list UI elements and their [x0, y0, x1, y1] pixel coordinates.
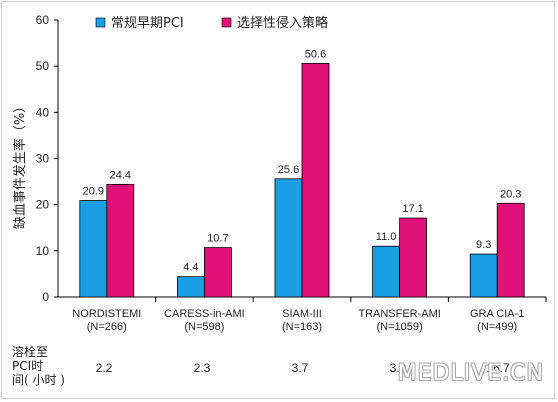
- data-label: 11.0: [376, 231, 397, 243]
- y-tick-label: 10: [36, 244, 50, 258]
- time-row-label-line: 溶栓至: [12, 345, 49, 359]
- y-tick-label: 20: [36, 198, 50, 212]
- x-tick-label: SIAM-III: [282, 308, 322, 320]
- x-tick-label: (N=598): [184, 321, 224, 333]
- x-tick-label: (N=266): [87, 321, 127, 333]
- x-tick-label: TRANSFER-AMI: [358, 308, 441, 320]
- data-label: 10.7: [207, 233, 228, 245]
- data-label: 25.6: [278, 164, 299, 176]
- bar: [176, 276, 205, 298]
- time-value: 2.3: [193, 361, 211, 375]
- data-label: 20.3: [500, 188, 521, 200]
- bar: [496, 202, 525, 298]
- x-tick-label: NORDISTEMI: [72, 308, 141, 320]
- x-tick-label: GRA CIA-1: [470, 308, 524, 320]
- data-label: 4.4: [183, 262, 198, 274]
- data-label: 20.9: [83, 186, 104, 198]
- x-tick-label: CARESS-in-AMI: [164, 308, 245, 320]
- bar: [106, 183, 135, 298]
- bar: [203, 247, 232, 298]
- bar: [301, 62, 330, 298]
- watermark: MEDLIVE.CN: [397, 361, 544, 386]
- time-row-label: 溶栓至 PCI时 间( 小时 ): [12, 345, 72, 387]
- time-row-label-line: PCI时: [12, 359, 44, 373]
- data-label: 17.1: [402, 203, 423, 215]
- bar: [274, 178, 303, 298]
- time-value: 3.9: [389, 361, 407, 375]
- y-tick-label: 40: [36, 105, 50, 119]
- data-label: 9.3: [476, 239, 491, 251]
- time-value: 3.7: [291, 361, 309, 375]
- bar: [469, 253, 498, 298]
- y-tick-label: 50: [36, 59, 50, 73]
- time-value: 2.2: [95, 361, 113, 375]
- data-label: 24.4: [110, 169, 131, 181]
- x-tick-label: (N=1059): [377, 321, 423, 333]
- legend-label: 选择性侵入策略: [237, 15, 328, 31]
- data-label: 50.6: [305, 48, 326, 60]
- x-tick-label: (N=163): [282, 321, 322, 333]
- y-tick-label: 0: [42, 290, 49, 304]
- bar: [399, 217, 428, 298]
- time-value: 16.7: [486, 361, 510, 375]
- bar: [79, 200, 108, 298]
- bar: [372, 245, 401, 298]
- y-axis-title: 缺血事件发生率（%）: [12, 100, 28, 229]
- legend-label: 常规早期PCI: [111, 16, 184, 31]
- x-tick-label: (N=499): [477, 321, 517, 333]
- y-tick-label: 30: [36, 152, 50, 166]
- legend-swatch: [95, 17, 106, 28]
- legend-swatch: [221, 17, 232, 28]
- time-row-label-line: 间( 小时 ): [12, 373, 65, 387]
- y-tick-label: 60: [36, 13, 50, 27]
